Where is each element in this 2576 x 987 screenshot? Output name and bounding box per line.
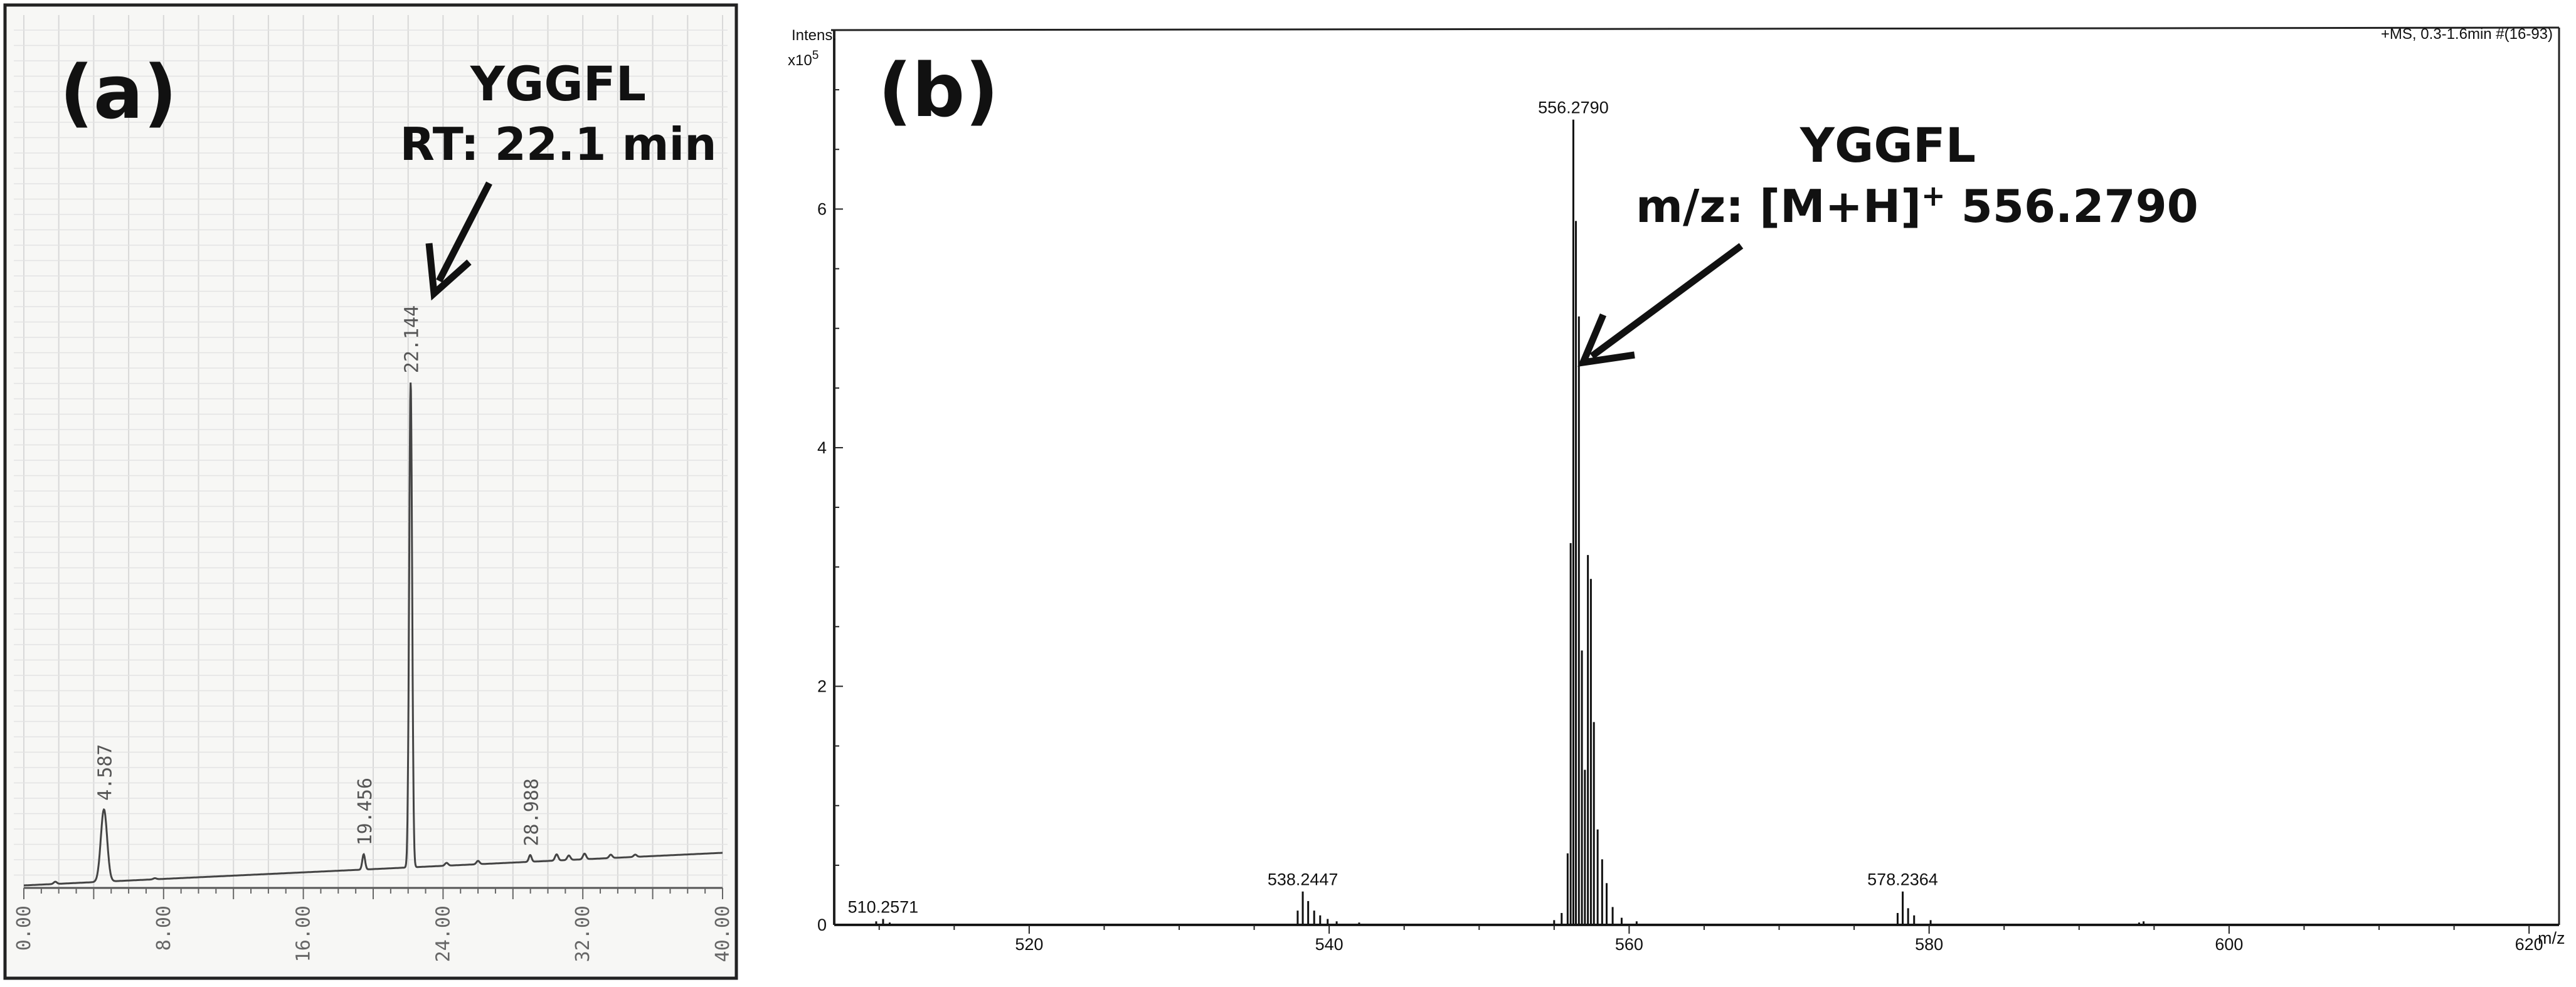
panel-a-chromatogram: 0.00 8.00 16.00 24.00 32.00 40.00 4.587 19.456… (3, 3, 738, 980)
panel-a-peak-labels: 4.587 19.456 22.144 28.988 (95, 305, 543, 847)
panel-a-chromatogram-trace (24, 383, 723, 887)
panel-a-grid (14, 15, 728, 888)
x-tick-label: 540 (1315, 935, 1344, 954)
panel-a-arrow (425, 181, 492, 301)
panel-b-x-axis-title: m/z (2538, 929, 2565, 947)
panel-b-peak-labels: 510.2571 538.2447 556.2790 578.2364 (848, 98, 1938, 917)
panel-b-acquisition-header: +MS, 0.3-1.6min #(16-93) (2381, 26, 2553, 43)
panel-a-compound-label: YGGFL (470, 56, 646, 112)
peak-label: 578.2364 (1867, 870, 1938, 889)
panel-a-retention-time-label: RT: 22.1 min (400, 118, 717, 171)
panel-b-spectrum (834, 119, 2559, 925)
y-tick-label: 0 (817, 916, 827, 934)
peak-label: 556.2790 (1538, 98, 1609, 117)
panel-b-compound-label: YGGFL (1799, 117, 1976, 173)
x-tick-label: 16.00 (293, 905, 315, 962)
panel-b-arrow (1577, 243, 1744, 367)
peak-label: 22.144 (401, 305, 423, 373)
x-tick-label: 560 (1615, 935, 1643, 954)
x-tick-label: 32.00 (572, 905, 594, 962)
x-tick-label: 580 (1915, 935, 1943, 954)
y-tick-label: 2 (817, 677, 827, 695)
y-tick-label: 6 (817, 199, 827, 218)
panel-b-y-axis-title: Intens. (792, 27, 837, 44)
panel-a-x-ticks: 0.00 8.00 16.00 24.00 32.00 40.00 (13, 888, 734, 962)
x-tick-label: 0.00 (13, 905, 35, 951)
x-tick-label: 520 (1015, 935, 1043, 954)
panel-a-label: (a) (60, 49, 178, 135)
peak-label: 510.2571 (848, 897, 919, 916)
x-tick-label: 600 (2215, 935, 2243, 954)
panel-a-border (3, 3, 738, 980)
peak-label: 538.2447 (1268, 870, 1338, 889)
x-tick-label: 620 (2515, 935, 2543, 954)
panel-b-label: (b) (878, 47, 999, 134)
peak-label: 4.587 (95, 744, 117, 801)
panel-b-x-ticks: 520 540 560 580 600 620 (878, 925, 2543, 954)
x-tick-label: 24.00 (432, 905, 454, 962)
panel-b-mz-label: m/z: [M+H]+ 556.2790 (1636, 179, 2198, 233)
x-tick-label: 8.00 (153, 905, 175, 951)
panel-b-y-ticks: 0 2 4 6 (817, 89, 843, 934)
peak-label: 19.456 (354, 778, 376, 845)
panel-b-y-axis-multiplier: x105 (788, 49, 819, 69)
panel-b-top-border (830, 26, 2560, 31)
x-tick-label: 40.00 (712, 905, 734, 962)
panel-b-mass-spectrum: 0 2 4 6 520 540 560 580 600 620 510.2571 538.2447… (788, 26, 2565, 954)
peak-label: 28.988 (521, 778, 543, 846)
y-tick-label: 4 (817, 438, 827, 457)
